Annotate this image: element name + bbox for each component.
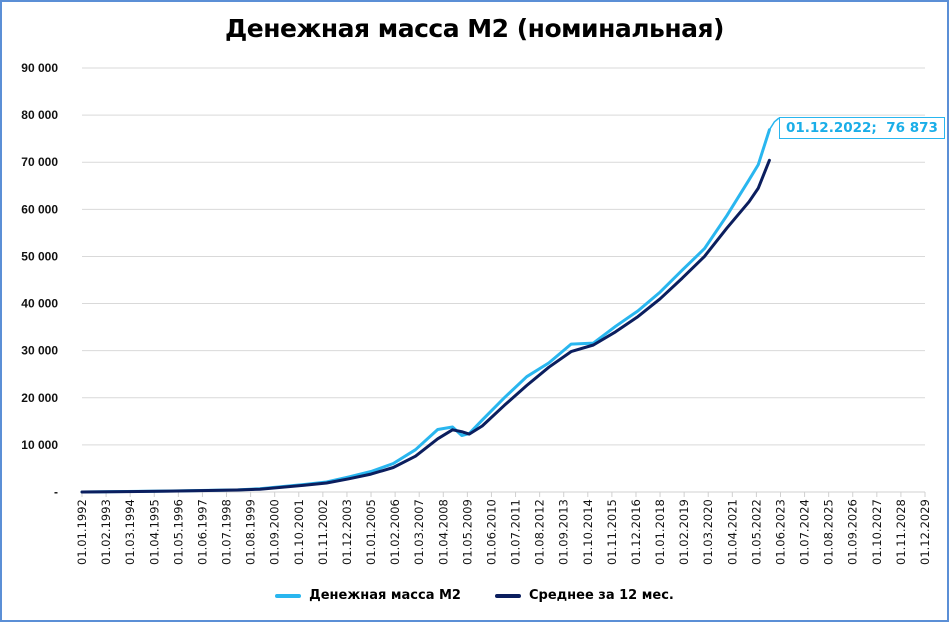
x-tick-label: 01.02.2006 (388, 499, 402, 565)
legend-label-m2: Денежная масса М2 (309, 588, 461, 603)
x-tick-label: 01.09.2026 (846, 499, 860, 565)
y-tick-label: 30 000 (21, 344, 58, 358)
x-axis: 01.01.1992 01.02.1993 01.03.1994 01.04.1995… (75, 491, 932, 565)
y-tick-label: 80 000 (21, 108, 58, 122)
x-tick-label: 01.10.2027 (870, 499, 884, 565)
data-label-callout: 01.12.2022; 76 873 (779, 117, 945, 139)
series-line-m2 (80, 128, 771, 494)
x-tick-label: 01.05.2009 (460, 499, 474, 565)
x-tick-label: 01.06.1997 (195, 499, 209, 565)
legend-item-avg[interactable]: Среднее за 12 мес. (494, 588, 674, 603)
gridlines (82, 67, 925, 446)
x-tick-label: 01.05.1996 (171, 499, 185, 565)
legend: Денежная масса М2 Среднее за 12 мес. (0, 588, 949, 603)
x-tick-label: 01.08.2025 (822, 499, 836, 565)
x-tick-label: 01.09.2000 (268, 499, 282, 565)
y-tick-label: 10 000 (21, 438, 58, 452)
x-tick-label: 01.10.2001 (292, 499, 306, 565)
x-tick-label: 01.03.1994 (123, 499, 137, 565)
x-tick-label: 01.02.2019 (677, 499, 691, 565)
x-tick-label: 01.04.2008 (436, 499, 450, 565)
x-tick-label: 01.06.2023 (773, 499, 787, 565)
x-tick-label: 01.07.1998 (220, 499, 234, 565)
y-tick-label: 60 000 (21, 202, 58, 216)
y-tick-label: 40 000 (21, 297, 58, 311)
x-tick-label: 01.08.1999 (244, 499, 258, 565)
x-tick-label: 01.04.1995 (147, 499, 161, 565)
legend-line-m2-icon (275, 593, 302, 598)
x-tick-label: 01.06.2010 (484, 499, 498, 565)
x-tick-label: 01.04.2021 (725, 499, 739, 565)
y-tick-label: - (54, 485, 58, 499)
x-tick-label: 01.08.2012 (533, 499, 547, 565)
y-tick-label: 20 000 (21, 391, 58, 405)
x-tick-label: 01.01.2018 (653, 499, 667, 565)
x-tick-label: 01.01.2005 (364, 499, 378, 565)
x-tick-label: 01.12.2029 (918, 499, 932, 565)
x-tick-label: 01.07.2024 (798, 499, 812, 565)
y-axis-labels: - 10 000 20 000 30 000 40 000 50 000 60 000 70 … (21, 61, 58, 499)
x-tick-label: 01.01.1992 (75, 499, 89, 565)
y-tick-label: 70 000 (21, 155, 58, 169)
x-tick-label: 01.11.2015 (605, 499, 619, 565)
x-tick-label: 01.11.2002 (316, 499, 330, 565)
x-tick-label: 01.03.2020 (701, 499, 715, 565)
x-tick-label: 01.02.1993 (99, 499, 113, 565)
x-tick-label: 01.10.2014 (581, 499, 595, 565)
y-tick-label: 90 000 (21, 61, 58, 75)
x-tick-label: 01.05.2022 (749, 499, 763, 565)
legend-label-avg: Среднее за 12 мес. (528, 588, 674, 603)
chart-title: Денежная масса М2 (номинальная) (225, 14, 724, 43)
x-tick-label: 01.11.2028 (894, 499, 908, 565)
x-tick-label: 01.03.2007 (412, 499, 426, 565)
series-line-avg (80, 158, 771, 494)
x-tick-label: 01.12.2016 (629, 499, 643, 565)
legend-line-avg-icon (494, 593, 521, 598)
y-tick-label: 50 000 (21, 249, 58, 263)
callout-leader (768, 117, 780, 131)
x-tick-label: 01.07.2011 (509, 499, 523, 565)
x-tick-label: 01.09.2013 (557, 499, 571, 565)
x-tick-label: 01.12.2003 (340, 499, 354, 565)
series-lines (80, 117, 780, 494)
legend-item-m2[interactable]: Денежная масса М2 (275, 588, 461, 603)
